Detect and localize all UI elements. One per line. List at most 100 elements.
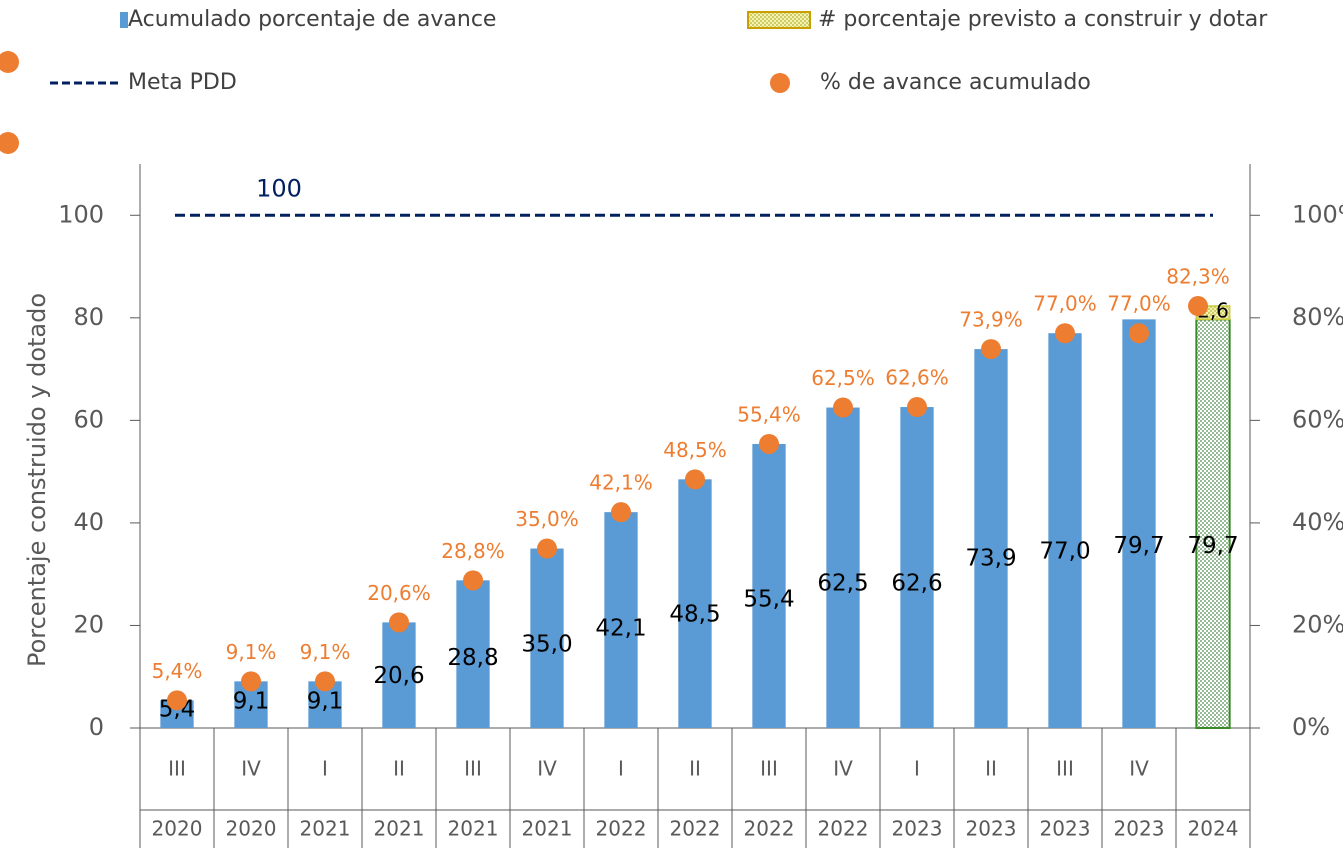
y-tick-label: 60 <box>73 405 104 433</box>
x-group-label: 2022 <box>744 817 795 841</box>
dot <box>981 339 1001 360</box>
legend-label: Acumulado porcentaje de avance <box>128 7 496 32</box>
x-tick-label: IV <box>537 757 557 781</box>
decor-dot <box>0 132 19 154</box>
bar <box>1048 333 1082 728</box>
x-group-label: 2021 <box>522 817 573 841</box>
legend-swatch <box>120 12 128 28</box>
bar <box>974 349 1008 728</box>
x-group-label: 2020 <box>152 817 203 841</box>
x-tick-label: III <box>464 757 482 781</box>
y-tick-label: 20 <box>73 610 104 638</box>
dot <box>463 570 483 591</box>
y2-tick-label: 100% <box>1292 200 1343 228</box>
data-label: 62,5% <box>811 366 875 390</box>
legend-swatch <box>770 73 790 93</box>
bar <box>752 443 786 728</box>
x-tick-label: I <box>322 757 328 781</box>
x-tick-label: IV <box>241 757 261 781</box>
y-tick-label: 100 <box>58 200 104 228</box>
data-label: 62,5 <box>817 571 868 597</box>
data-label: 55,4 <box>743 586 794 612</box>
data-label: 48,5% <box>663 438 727 462</box>
x-tick-label: II <box>393 757 405 781</box>
x-group-label: 2021 <box>374 817 425 841</box>
x-group-label: 2021 <box>448 817 499 841</box>
x-group-label: 2020 <box>226 817 277 841</box>
x-tick-label: I <box>914 757 920 781</box>
y-tick-label: 40 <box>73 508 104 536</box>
data-label: 35,0 <box>521 631 572 657</box>
y-tick-label: 0 <box>89 713 104 741</box>
data-label: 9,1% <box>226 640 277 664</box>
data-label: 79,7 <box>1113 533 1164 559</box>
legend-label: Meta PDD <box>128 70 237 95</box>
x-group-label: 2023 <box>1040 817 1091 841</box>
bar <box>826 407 860 728</box>
data-label: 9,1% <box>300 640 351 664</box>
bar <box>530 548 564 728</box>
data-label: 20,6 <box>373 663 424 689</box>
data-label: 62,6% <box>885 366 949 390</box>
dot <box>241 671 261 692</box>
x-group-label: 2023 <box>892 817 943 841</box>
x-tick-label: III <box>1056 757 1074 781</box>
x-tick-label: IV <box>1129 757 1149 781</box>
x-group-label: 2022 <box>670 817 721 841</box>
legend-label: # porcentaje previsto a construir y dota… <box>818 7 1268 32</box>
annotation: 100 <box>256 174 302 202</box>
data-label: 35,0% <box>515 507 579 531</box>
dot <box>833 397 853 418</box>
dot <box>1129 323 1149 344</box>
y2-tick-label: 60% <box>1292 405 1343 433</box>
data-label: 42,1 <box>595 616 646 642</box>
y2-tick-label: 80% <box>1292 303 1343 331</box>
bar <box>678 479 712 728</box>
data-label: 62,6 <box>891 570 942 596</box>
x-group-label: 2022 <box>596 817 647 841</box>
x-group-label: 2023 <box>966 817 1017 841</box>
dot <box>1188 296 1208 317</box>
bar <box>1122 319 1156 728</box>
data-label: 5,4% <box>152 659 203 683</box>
data-label: 73,9% <box>959 308 1023 332</box>
x-tick-label: I <box>618 757 624 781</box>
dot <box>759 433 779 454</box>
data-label: 28,8 <box>447 645 498 671</box>
dot <box>611 502 631 523</box>
bar <box>456 580 490 728</box>
y2-tick-label: 20% <box>1292 610 1343 638</box>
dot <box>167 690 187 711</box>
y2-tick-label: 0% <box>1292 713 1330 741</box>
dot <box>389 612 409 633</box>
x-tick-label: IV <box>833 757 853 781</box>
dot <box>537 538 557 559</box>
data-label: 77,0% <box>1107 292 1171 316</box>
y-axis-label: Porcentaje construido y dotado <box>23 293 51 667</box>
x-group-label: 2024 <box>1188 817 1239 841</box>
x-group-label: 2021 <box>300 817 351 841</box>
data-label: 48,5 <box>669 602 720 628</box>
dot <box>685 469 705 490</box>
data-label: 82,3% <box>1166 265 1230 289</box>
dot <box>907 397 927 418</box>
y-tick-label: 80 <box>73 303 104 331</box>
data-label: 77,0 <box>1039 539 1090 565</box>
dot <box>315 671 335 692</box>
data-label: 9,1 <box>307 688 344 714</box>
data-label: 9,1 <box>233 688 270 714</box>
x-tick-label: III <box>168 757 186 781</box>
dot <box>1055 323 1075 344</box>
data-label: 42,1% <box>589 471 653 495</box>
bar <box>1195 318 1231 729</box>
decor-dot <box>0 51 19 73</box>
data-label: 55,4% <box>737 402 801 426</box>
legend-label: % de avance acumulado <box>820 70 1091 95</box>
data-label: 79,7 <box>1187 533 1238 559</box>
bar <box>604 512 638 728</box>
x-tick-label: II <box>689 757 701 781</box>
bar <box>382 622 416 728</box>
bar <box>900 407 934 728</box>
x-group-label: 2022 <box>818 817 869 841</box>
